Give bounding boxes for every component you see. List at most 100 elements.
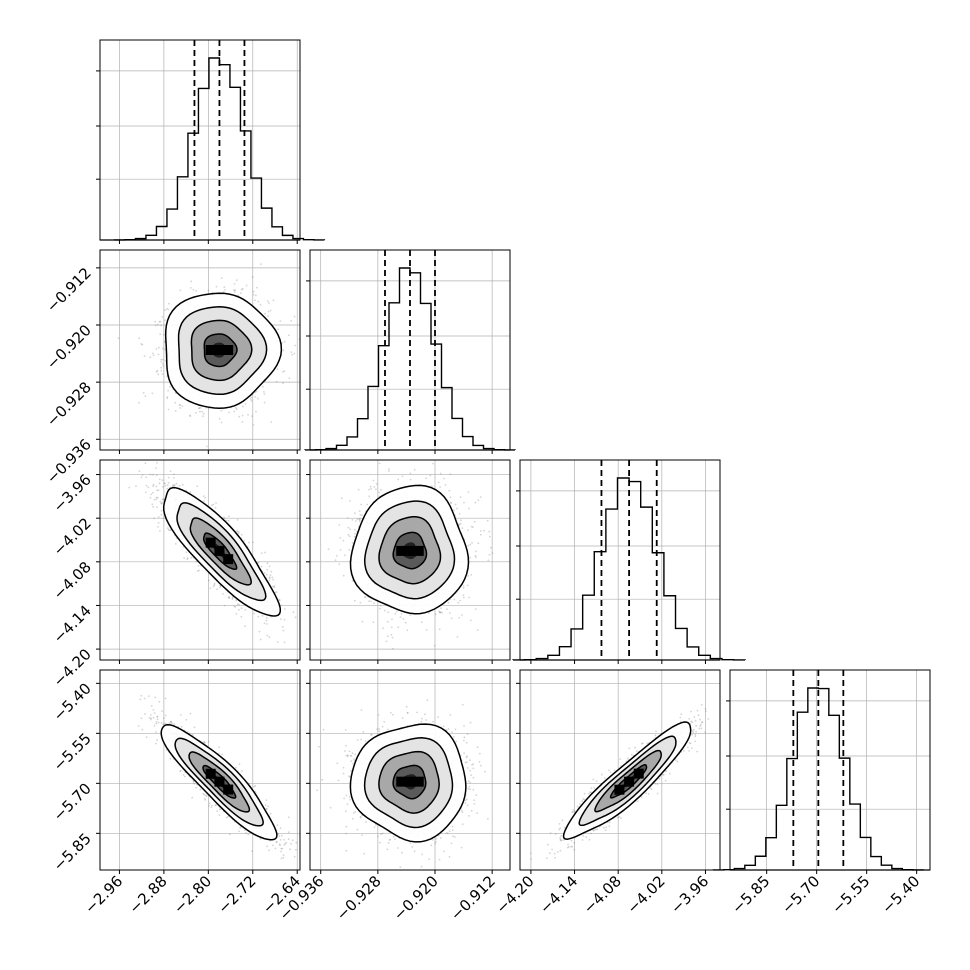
sample-point [273, 585, 276, 587]
sample-point [168, 302, 170, 305]
sample-point [164, 484, 167, 487]
sample-point [282, 382, 284, 384]
sample-point [265, 573, 268, 576]
sample-point [166, 396, 169, 399]
sample-point [174, 543, 177, 545]
sample-point [248, 541, 250, 544]
sample-point [195, 289, 198, 292]
sample-point [268, 577, 271, 580]
sample-point [167, 476, 170, 479]
sample-point [267, 315, 269, 318]
sample-point [278, 598, 281, 601]
density-peak [223, 345, 234, 355]
sample-point [220, 277, 223, 279]
sample-point [196, 570, 199, 572]
sample-point [173, 473, 175, 476]
sample-point [220, 409, 223, 412]
sample-point [164, 309, 167, 312]
sample-point [152, 485, 155, 487]
sample-point [261, 615, 264, 617]
sample-point [244, 625, 246, 628]
sample-point [228, 411, 230, 414]
sample-point [144, 395, 147, 397]
panel-frame [519, 459, 721, 661]
sample-point [242, 405, 244, 408]
sample-point [160, 502, 163, 505]
sample-point [162, 365, 165, 367]
sample-point [252, 541, 254, 544]
sample-point [260, 552, 263, 554]
sample-point [172, 477, 175, 479]
sample-point [198, 569, 200, 572]
sample-point [166, 487, 169, 490]
sample-point [202, 415, 204, 418]
sample-point [202, 412, 205, 415]
sample-point [155, 485, 158, 488]
sample-point [178, 485, 181, 487]
sample-point [213, 584, 216, 586]
sample-point [169, 470, 172, 473]
sample-point [282, 349, 285, 352]
sample-point [172, 484, 174, 487]
scatter-panel-2-0 [96, 459, 301, 664]
sample-point [161, 479, 164, 481]
sample-point [264, 551, 266, 554]
sample-point [175, 482, 178, 485]
sample-point [158, 346, 160, 349]
sample-point [163, 482, 166, 485]
sample-point [287, 334, 290, 337]
sample-point [157, 353, 160, 356]
histogram-panel-2 [512, 459, 746, 664]
sample-point [252, 293, 255, 296]
sample-point [215, 502, 217, 504]
sample-point [151, 503, 154, 506]
sample-point [279, 320, 282, 322]
histogram-panel-1 [304, 249, 516, 454]
sample-point [261, 385, 264, 388]
sample-point [238, 608, 240, 611]
sample-point [272, 585, 274, 588]
sample-point [250, 399, 253, 402]
sample-point [205, 445, 208, 448]
sample-point [290, 351, 293, 353]
sample-point [152, 354, 155, 357]
sample-point [281, 626, 284, 628]
sample-point [222, 593, 224, 595]
sample-point [179, 404, 182, 406]
density-peak [214, 345, 225, 355]
sample-point [169, 529, 172, 531]
sample-point [215, 285, 218, 288]
sample-point [149, 356, 152, 359]
sample-point [162, 347, 164, 350]
sample-point [218, 417, 221, 420]
sample-point [192, 289, 195, 291]
sample-point [268, 565, 271, 568]
sample-point [158, 320, 161, 323]
sample-point [190, 556, 193, 559]
sample-point [255, 294, 257, 297]
sample-point [155, 467, 158, 469]
sample-point [157, 526, 159, 528]
sample-point [273, 586, 276, 588]
sample-point [220, 421, 223, 424]
sample-point [227, 520, 230, 522]
sample-point [279, 618, 282, 620]
sample-point [160, 502, 163, 505]
sample-point [156, 462, 159, 464]
sample-point [241, 414, 244, 417]
sample-point [212, 503, 215, 506]
sample-point [154, 320, 157, 323]
sample-point [257, 397, 259, 400]
sample-point [195, 560, 198, 563]
sample-point [157, 516, 160, 518]
histogram-step [712, 687, 925, 871]
sample-point [198, 407, 200, 410]
sample-point [283, 641, 286, 644]
sample-point [228, 595, 231, 598]
sample-point [159, 530, 161, 532]
sample-point [159, 333, 162, 336]
sample-point [160, 358, 163, 361]
sample-point [265, 617, 268, 619]
sample-point [128, 486, 131, 489]
sample-point [237, 532, 240, 535]
